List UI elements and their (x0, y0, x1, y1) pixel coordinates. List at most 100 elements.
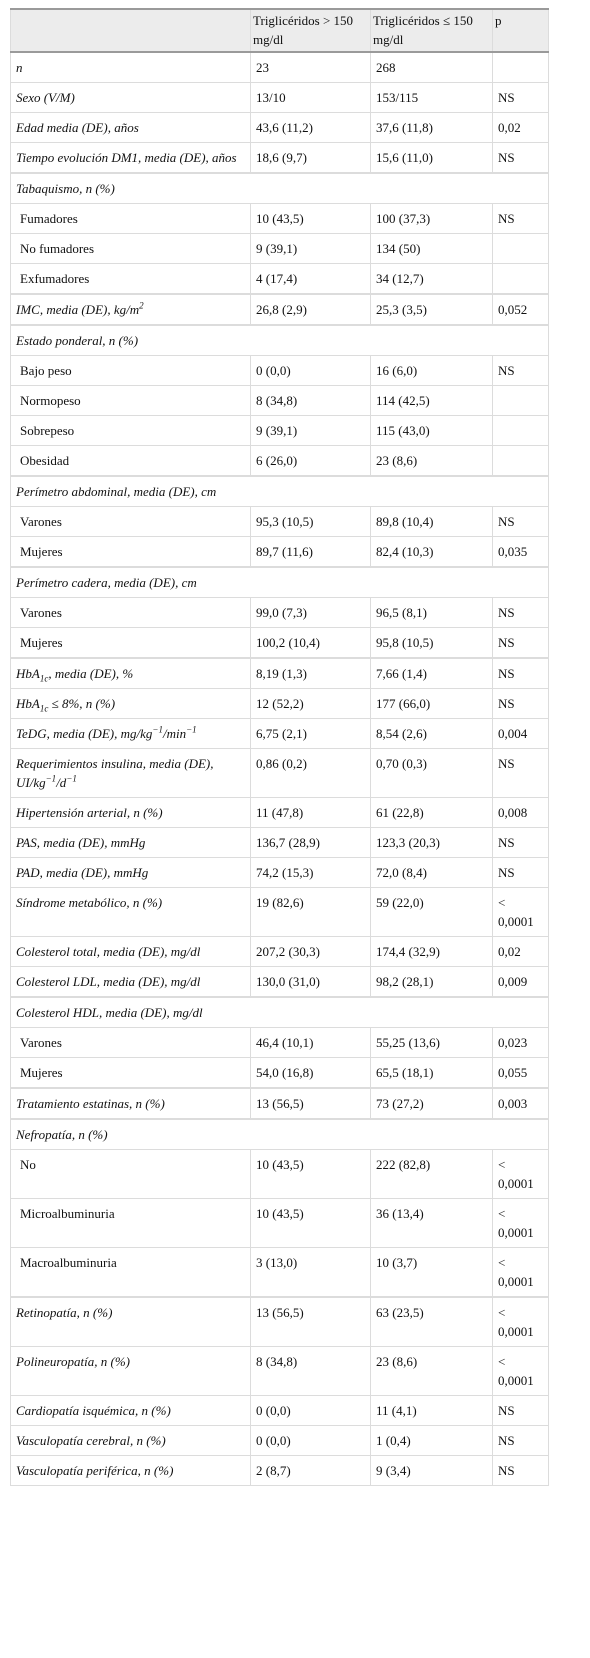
row-label: Edad media (DE), años (10, 112, 251, 143)
table-body: n 23 268 Sexo (V/M) 13/10 153/115 NS Edad media… (10, 51, 549, 1486)
section-label: Perímetro cadera, media (DE), cm (10, 567, 549, 598)
value-cell: 0,035 (492, 536, 549, 567)
table-row: Bajo peso 0 (0,0) 16 (6,0) NS (10, 355, 549, 386)
value-cell: 72,0 (8,4) (370, 857, 493, 888)
value-cell: < 0,0001 (492, 1297, 549, 1347)
table-row: Fumadores 10 (43,5) 100 (37,3) NS (10, 203, 549, 234)
value-cell: 73 (27,2) (370, 1088, 493, 1119)
table-row: Varones 99,0 (7,3) 96,5 (8,1) NS (10, 597, 549, 628)
table-row: Mujeres 54,0 (16,8) 65,5 (18,1) 0,055 (10, 1057, 549, 1088)
value-cell: 43,6 (11,2) (250, 112, 371, 143)
row-label: Vasculopatía cerebral, n (%) (10, 1425, 251, 1456)
value-cell: 0,004 (492, 718, 549, 749)
value-cell: 37,6 (11,8) (370, 112, 493, 143)
value-cell: 26,8 (2,9) (250, 294, 371, 325)
row-label: Colesterol LDL, media (DE), mg/dl (10, 966, 251, 997)
value-cell: 9 (39,1) (250, 233, 371, 264)
value-cell: < 0,0001 (492, 1198, 549, 1248)
row-label: Obesidad (10, 445, 251, 476)
value-cell: 115 (43,0) (370, 415, 493, 446)
table-row: TeDG, media (DE), mg/kg−1/min−1 6,75 (2,1… (10, 718, 549, 749)
value-cell: 9 (3,4) (370, 1455, 493, 1486)
table-row: HbA1c, media (DE), % 8,19 (1,3) 7,66 (1,4)… (10, 658, 549, 689)
row-label: Varones (10, 506, 251, 537)
label-text: TeDG, media (DE), mg/kg (16, 726, 153, 741)
table-row: Microalbuminuria 10 (43,5) 36 (13,4) < 0,00… (10, 1198, 549, 1248)
value-cell: 46,4 (10,1) (250, 1027, 371, 1058)
row-label: Tiempo evolución DM1, media (DE), años (10, 142, 251, 173)
table-row: Macroalbuminuria 3 (13,0) 10 (3,7) < 0,0001 (10, 1247, 549, 1297)
table-row: Cardiopatía isquémica, n (%) 0 (0,0) 11 (4… (10, 1395, 549, 1426)
label-superscript: −1 (152, 724, 163, 735)
row-label: Exfumadores (10, 263, 251, 294)
row-label: Varones (10, 1027, 251, 1058)
label-text: , media (DE), % (48, 666, 134, 681)
table-row: No fumadores 9 (39,1) 134 (50) (10, 233, 549, 264)
row-label: Vasculopatía periférica, n (%) (10, 1455, 251, 1486)
table-row: Sexo (V/M) 13/10 153/115 NS (10, 82, 549, 113)
value-cell: 8 (34,8) (250, 385, 371, 416)
row-label: PAD, media (DE), mmHg (10, 857, 251, 888)
value-cell: < 0,0001 (492, 887, 549, 937)
value-cell: NS (492, 142, 549, 173)
value-cell: 55,25 (13,6) (370, 1027, 493, 1058)
value-cell: 23 (250, 51, 371, 83)
value-cell: 6,75 (2,1) (250, 718, 371, 749)
table-row: Colesterol total, media (DE), mg/dl 207,2… (10, 936, 549, 967)
value-cell: 59 (22,0) (370, 887, 493, 937)
row-label: IMC, media (DE), kg/m2 (10, 294, 251, 325)
value-cell: 23 (8,6) (370, 1346, 493, 1396)
table-row: HbA1c ≤ 8%, n (%) 12 (52,2) 177 (66,0) NS (10, 688, 549, 719)
header-cell (10, 8, 251, 53)
table-row: No 10 (43,5) 222 (82,8) < 0,0001 (10, 1149, 549, 1199)
value-cell: 153/115 (370, 82, 493, 113)
row-label: No fumadores (10, 233, 251, 264)
label-text: ≤ 8%, n (%) (48, 696, 116, 711)
label-text: /d (56, 775, 67, 790)
value-cell: 0,02 (492, 112, 549, 143)
value-cell: 222 (82,8) (370, 1149, 493, 1199)
value-cell: 134 (50) (370, 233, 493, 264)
row-label: Hipertensión arterial, n (%) (10, 797, 251, 828)
value-cell: NS (492, 857, 549, 888)
row-label: Fumadores (10, 203, 251, 234)
header-row: Triglicéridos > 150 mg/dl Triglicéridos … (10, 8, 549, 53)
row-label: Colesterol total, media (DE), mg/dl (10, 936, 251, 967)
value-cell: NS (492, 1455, 549, 1486)
value-cell: 89,8 (10,4) (370, 506, 493, 537)
value-cell: 268 (370, 51, 493, 83)
value-cell: 61 (22,8) (370, 797, 493, 828)
row-label: Bajo peso (10, 355, 251, 386)
value-cell: 96,5 (8,1) (370, 597, 493, 628)
value-cell: < 0,0001 (492, 1346, 549, 1396)
row-label: No (10, 1149, 251, 1199)
label-text: HbA (16, 696, 40, 711)
value-cell (492, 385, 549, 416)
value-cell: 98,2 (28,1) (370, 966, 493, 997)
table-header: Triglicéridos > 150 mg/dl Triglicéridos … (10, 8, 549, 53)
value-cell: 7,66 (1,4) (370, 658, 493, 689)
value-cell (492, 445, 549, 476)
value-cell: 0,009 (492, 966, 549, 997)
value-cell: NS (492, 1425, 549, 1456)
table-row: Edad media (DE), años 43,6 (11,2) 37,6 (11… (10, 112, 549, 143)
header-cell: p (492, 8, 549, 53)
row-label: Polineuropatía, n (%) (10, 1346, 251, 1396)
value-cell: 0,70 (0,3) (370, 748, 493, 798)
value-cell: 1 (0,4) (370, 1425, 493, 1456)
value-cell: 3 (13,0) (250, 1247, 371, 1297)
value-cell: 177 (66,0) (370, 688, 493, 719)
row-label: Retinopatía, n (%) (10, 1297, 251, 1347)
row-label: Requerimientos insulina, media (DE), UI/… (10, 748, 251, 798)
row-label: Microalbuminuria (10, 1198, 251, 1248)
value-cell: 13 (56,5) (250, 1297, 371, 1347)
table-row: n 23 268 (10, 51, 549, 83)
table-row: Tratamiento estatinas, n (%) 13 (56,5) 73 … (10, 1088, 549, 1119)
section-row: Colesterol HDL, media (DE), mg/dl (10, 997, 549, 1028)
table-row: IMC, media (DE), kg/m2 26,8 (2,9) 25,3 (3,… (10, 294, 549, 325)
value-cell: 174,4 (32,9) (370, 936, 493, 967)
value-cell: 13/10 (250, 82, 371, 113)
value-cell (492, 263, 549, 294)
table-row: Hipertensión arterial, n (%) 11 (47,8) 61 … (10, 797, 549, 828)
value-cell: NS (492, 688, 549, 719)
